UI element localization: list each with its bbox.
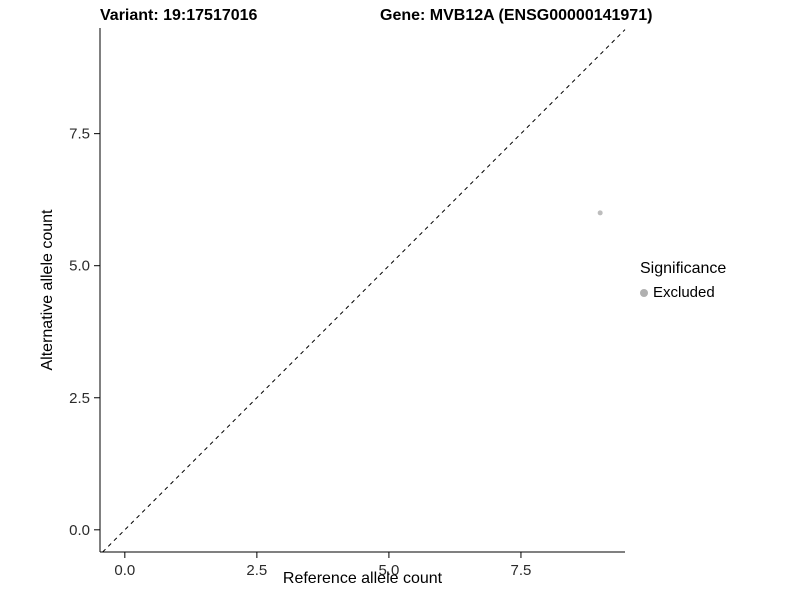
x-tick-label: 0.0: [114, 562, 135, 579]
legend-item-excluded: Excluded: [640, 284, 726, 301]
legend: Significance Excluded: [640, 260, 726, 301]
legend-title: Significance: [640, 260, 727, 277]
identity-line: [102, 29, 626, 553]
y-tick-label: 5.0: [69, 258, 90, 275]
x-tick-label: 2.5: [246, 562, 267, 579]
legend-point-icon: [640, 288, 648, 297]
data-point: [597, 210, 603, 216]
legend-item-label: Excluded: [653, 284, 715, 301]
y-tick-label: 2.5: [69, 390, 90, 407]
x-tick-label: 7.5: [511, 562, 532, 579]
x-axis-label: Reference allele count: [282, 570, 443, 587]
y-tick-label: 7.5: [69, 126, 90, 143]
x-tick-label: 5.0: [378, 562, 399, 579]
gene-title: Gene: MVB12A (ENSG00000141971): [380, 7, 653, 24]
variant-title: Variant: 19:17517016: [100, 7, 258, 24]
y-tick-label: 0.0: [69, 522, 90, 539]
